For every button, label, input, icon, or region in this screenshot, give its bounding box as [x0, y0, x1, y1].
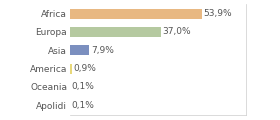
Text: 37,0%: 37,0%: [162, 27, 191, 36]
Bar: [70, 9, 202, 19]
Bar: [70, 45, 89, 55]
Bar: [70, 27, 161, 37]
Text: 0,9%: 0,9%: [74, 64, 97, 73]
Text: 53,9%: 53,9%: [204, 9, 232, 18]
Text: 0,1%: 0,1%: [72, 101, 95, 110]
Bar: [70, 63, 72, 74]
Text: 0,1%: 0,1%: [72, 82, 95, 91]
Text: 7,9%: 7,9%: [91, 46, 114, 55]
